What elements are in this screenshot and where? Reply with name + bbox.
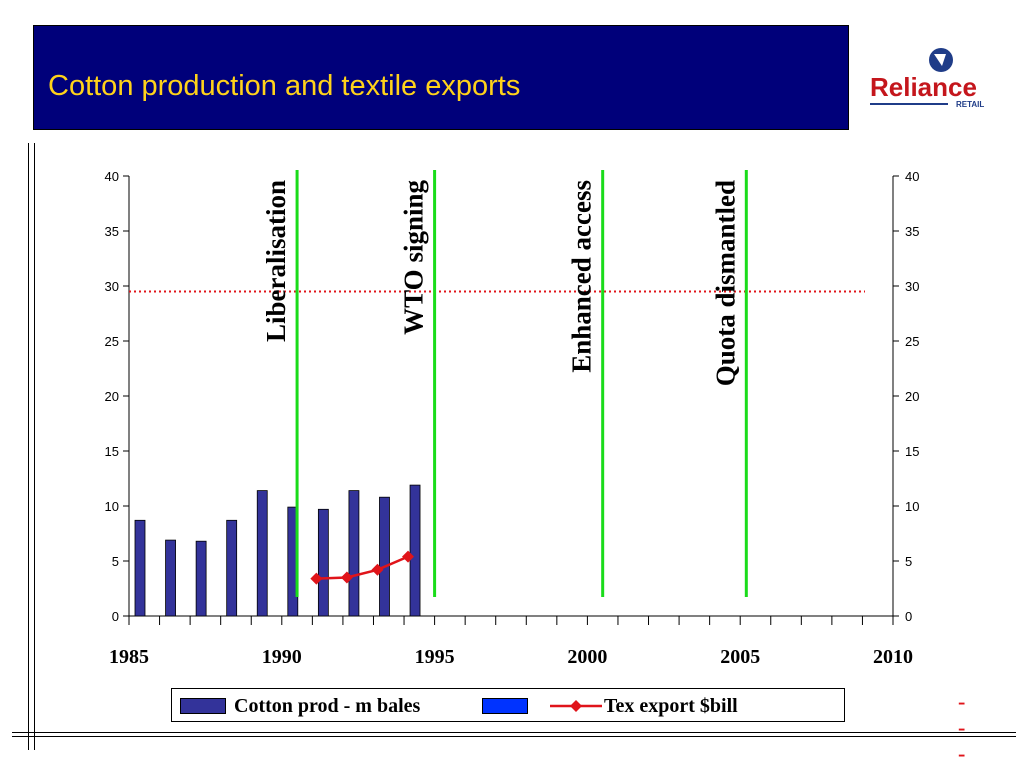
event-label-3: Enhanced access — [567, 180, 597, 373]
x-tick-label: 1990 — [262, 646, 302, 668]
bar-cotton-1986 — [165, 539, 176, 617]
y-tick-label-left: 0 — [112, 609, 119, 624]
bar-cotton-1991 — [317, 508, 329, 617]
point-tex-1993 — [371, 563, 384, 576]
left-rule-inner — [34, 143, 35, 750]
point-tex-1992 — [340, 571, 353, 584]
bar-cotton-1989 — [256, 490, 268, 617]
legend-label-tex: Tex export $bill — [604, 695, 738, 717]
legend-label-cotton: Cotton prod - m bales — [234, 695, 421, 717]
bar-series — [134, 484, 421, 617]
x-tick-label: 1995 — [415, 646, 455, 668]
x-tick-label: 1985 — [109, 646, 149, 668]
y-tick-label-left: 20 — [105, 389, 119, 404]
event-label-1: Liberalisation — [261, 180, 291, 342]
title-bar: Cotton production and textile exports — [33, 25, 849, 130]
bar-cotton-1985 — [134, 519, 146, 617]
y-tick-label-right: 40 — [905, 169, 919, 184]
bottom-rule-upper — [12, 732, 1016, 733]
event-markers: Liberalisation WTO signing Enhanced access… — [261, 170, 748, 597]
y-tick-label-left: 30 — [105, 279, 119, 294]
legend-swatch-blue — [482, 698, 528, 714]
y-tick-label-left: 10 — [105, 499, 119, 514]
y-tick-label-right: 20 — [905, 389, 919, 404]
y-tick-label-left: 40 — [105, 169, 119, 184]
y-tick-label-right: 10 — [905, 499, 919, 514]
line-tex-export — [316, 555, 409, 580]
logo-wordmark: Reliance — [870, 72, 977, 102]
y-tick-label-right: 5 — [905, 554, 912, 569]
legend-swatch-cotton — [180, 698, 226, 714]
y-tick-label-right: 25 — [905, 334, 919, 349]
event-label-4: Quota dismantled — [710, 180, 740, 386]
legend-dash-marker: - - - — [958, 689, 970, 766]
point-tex-1994 — [402, 550, 415, 563]
bottom-rule-lower — [12, 736, 1016, 737]
x-tick-label: 2010 — [873, 646, 913, 668]
point-tex-1991 — [310, 572, 323, 585]
y-tick-label-right: 35 — [905, 224, 919, 239]
bar-cotton-1994 — [409, 484, 421, 617]
y-tick-label-right: 0 — [905, 609, 912, 624]
y-tick-label-left: 15 — [105, 444, 119, 459]
bar-cotton-1987 — [195, 540, 207, 617]
legend-swatch-tex — [550, 700, 602, 712]
bar-cotton-1988 — [226, 519, 238, 617]
line-series — [310, 550, 415, 585]
y-tick-label-left: 35 — [105, 224, 119, 239]
y-tick-label-right: 30 — [905, 279, 919, 294]
legend: Cotton prod - m bales Tex export $bill -… — [171, 688, 965, 766]
event-label-2: WTO signing — [399, 180, 429, 335]
chart-axes: 0 0 5 5 10 10 15 15 20 20 25 25 30 30 35 35 40 40 1985 1990… — [105, 169, 920, 668]
bar-cotton-1993 — [379, 496, 390, 617]
logo-subtext: RETAIL — [956, 100, 984, 109]
y-tick-label-right: 15 — [905, 444, 919, 459]
x-tick-label: 2000 — [567, 646, 607, 668]
x-tick-label: 2005 — [720, 646, 760, 668]
slide-title: Cotton production and textile exports — [48, 70, 521, 102]
y-tick-label-left: 5 — [112, 554, 119, 569]
y-tick-label-left: 25 — [105, 334, 119, 349]
bar-cotton-1992 — [348, 490, 360, 617]
reliance-logo: Reliance RETAIL — [870, 48, 984, 109]
left-rule-outer — [28, 143, 29, 750]
